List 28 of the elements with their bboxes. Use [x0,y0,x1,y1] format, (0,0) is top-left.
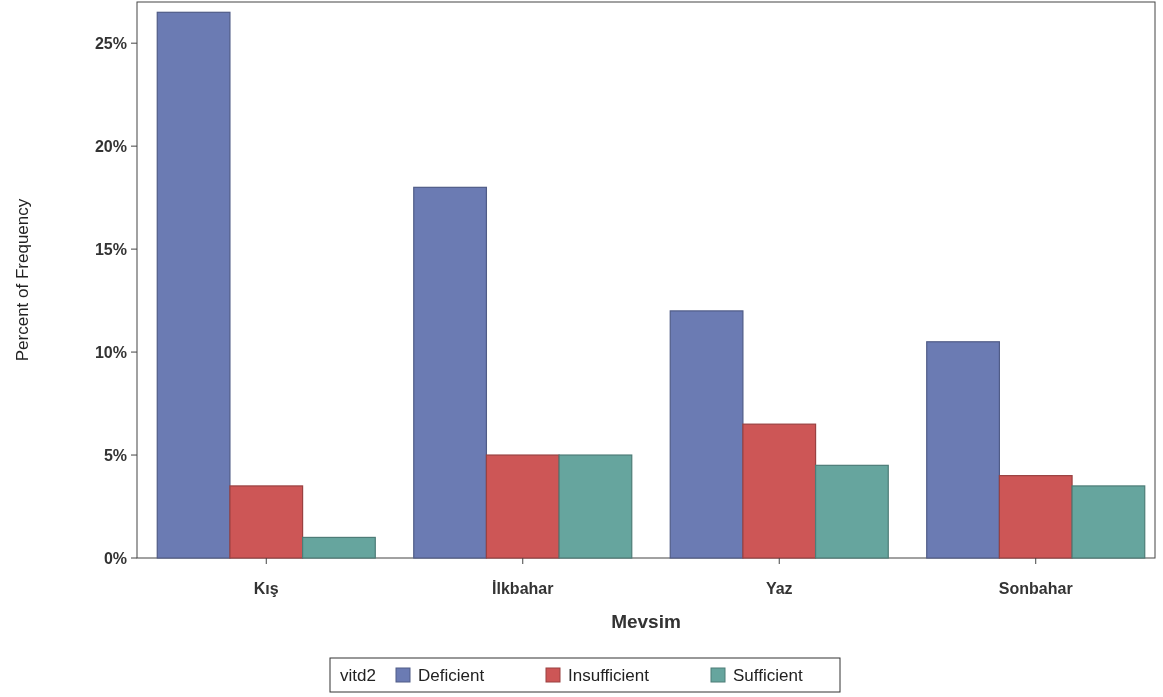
legend-label: Sufficient [733,666,803,685]
bar [229,485,304,559]
x-tick-label: Sonbahar [998,580,1073,597]
bar [558,454,633,559]
y-tick-label: 0% [103,549,127,567]
x-tick-label: Yaz [765,580,793,597]
y-tick-label: 10% [94,343,127,361]
y-tick-label: 15% [94,240,127,258]
bar [302,536,376,559]
y-tick-label: 20% [94,137,127,155]
bar [742,423,817,559]
x-axis-title: Mevsim [611,611,681,632]
bar [1071,485,1146,559]
y-tick-label: 5% [103,446,127,464]
bar [485,454,560,559]
bar [156,11,231,559]
bar [814,464,889,559]
bar [413,186,488,559]
x-tick-label: Kış [253,580,279,597]
legend-label: Deficient [418,666,485,685]
y-tick-label: 25% [94,34,127,52]
legend-label: Insufficient [568,666,650,685]
bar [998,475,1073,559]
bar [926,341,1000,559]
x-tick-label: İlkbahar [492,580,554,597]
y-axis-title: Percent of Frequency [13,198,32,362]
legend-title: vitd2 [340,666,376,685]
bar [669,310,744,559]
